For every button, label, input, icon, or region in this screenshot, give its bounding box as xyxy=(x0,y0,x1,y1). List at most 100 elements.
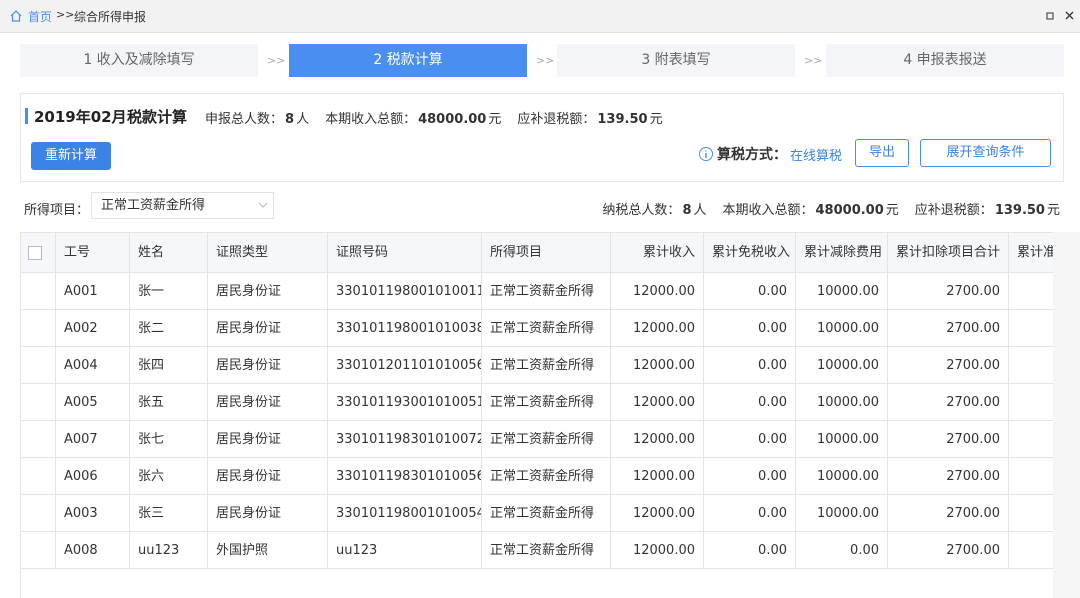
table-cell: 0.00 xyxy=(704,273,796,310)
table-cell xyxy=(1009,532,1053,569)
table-cell: 0.00 xyxy=(704,495,796,532)
table-cell: 10000.00 xyxy=(796,273,888,310)
table-cell: 12000.00 xyxy=(611,495,704,532)
table-cell: 张四 xyxy=(130,347,208,384)
table-cell: 12000.00 xyxy=(611,273,704,310)
header-cell: 工号 xyxy=(56,233,130,273)
table-cell: 张一 xyxy=(130,273,208,310)
stat-unit: 元 xyxy=(885,203,899,218)
row-cell xyxy=(21,495,56,532)
table-cell: 330101198301010072 xyxy=(328,421,482,458)
stat-value: 8 xyxy=(285,112,295,127)
table-cell: 12000.00 xyxy=(611,384,704,421)
table-cell: 10000.00 xyxy=(796,421,888,458)
table-cell: 正常工资薪金所得 xyxy=(482,347,611,384)
table-cell: 2700.00 xyxy=(888,458,1009,495)
row-cell xyxy=(21,421,56,458)
stat-label: 应补退税额： xyxy=(517,112,596,127)
title-bar xyxy=(25,108,28,124)
expand-button[interactable]: 展开查询条件 xyxy=(920,139,1051,167)
method-value[interactable]: 在线算税 xyxy=(790,149,843,164)
stat-unit: 元 xyxy=(488,112,502,127)
checkbox[interactable] xyxy=(28,246,42,260)
header-cell: 证照号码 xyxy=(328,233,482,273)
breadcrumb-home[interactable]: 首页 xyxy=(28,10,53,24)
table-cell: 张六 xyxy=(130,458,208,495)
header-cell: 累计免税收入 xyxy=(704,233,796,273)
table-cell: 2700.00 xyxy=(888,421,1009,458)
table-cell: 2700.00 xyxy=(888,347,1009,384)
table-cell: 正常工资薪金所得 xyxy=(482,384,611,421)
step-separator: >> xyxy=(267,54,286,67)
table-cell: 正常工资薪金所得 xyxy=(482,495,611,532)
stat-label: 本期收入总额： xyxy=(325,112,417,127)
table-cell: 2700.00 xyxy=(888,273,1009,310)
table-cell: 正常工资薪金所得 xyxy=(482,273,611,310)
stat-label: 纳税总人数： xyxy=(602,203,681,218)
stat-label: 本期收入总额： xyxy=(722,203,814,218)
summary-period: 2019年02月 xyxy=(34,108,127,126)
stat-value: 48000.00 xyxy=(418,112,487,127)
step-separator: >> xyxy=(536,54,555,67)
table-cell: 330101201101010056 xyxy=(328,347,482,384)
filter-select[interactable]: 正常工资薪金所得 xyxy=(91,192,274,219)
header-cell: 累计扣除项目合计 xyxy=(888,233,1009,273)
table-cell: 张五 xyxy=(130,384,208,421)
stat-value: 139.50 xyxy=(994,203,1045,218)
header-cell: 姓名 xyxy=(130,233,208,273)
export-button[interactable]: 导出 xyxy=(855,139,909,167)
step[interactable]: 4 申报表报送 xyxy=(826,44,1064,77)
home-icon xyxy=(10,10,22,22)
table-cell xyxy=(1009,495,1053,532)
table-cell xyxy=(1009,458,1053,495)
table-cell: 0.00 xyxy=(704,532,796,569)
step[interactable]: 2 税款计算 xyxy=(289,44,527,77)
step[interactable]: 3 附表填写 xyxy=(557,44,795,77)
filter-label: 所得项目： xyxy=(24,203,90,218)
table-cell: 12000.00 xyxy=(611,458,704,495)
table-cell: 12000.00 xyxy=(611,421,704,458)
table-cell: 居民身份证 xyxy=(208,421,328,458)
table-cell: 张七 xyxy=(130,421,208,458)
table-cell: A004 xyxy=(56,347,130,384)
stat-unit: 元 xyxy=(1046,203,1060,218)
top-bar xyxy=(0,0,1080,33)
table-cell: 居民身份证 xyxy=(208,347,328,384)
table-cell: 10000.00 xyxy=(796,495,888,532)
table-cell: 居民身份证 xyxy=(208,384,328,421)
table-cell: A002 xyxy=(56,310,130,347)
table-cell: A006 xyxy=(56,458,130,495)
breadcrumb-separator: >> xyxy=(56,8,75,21)
stat-label: 应补退税额： xyxy=(914,203,993,218)
step[interactable]: 1 收入及减除填写 xyxy=(20,44,258,77)
table-cell: 正常工资薪金所得 xyxy=(482,532,611,569)
summary-stats: 申报总人数： 8 人本期收入总额： 48000.00 元应补退税额： 139.50 元 xyxy=(205,108,663,127)
table-cell: 12000.00 xyxy=(611,532,704,569)
table-cell: 12000.00 xyxy=(611,310,704,347)
table-cell: uu123 xyxy=(328,532,482,569)
row-cell xyxy=(21,273,56,310)
table-cell: 正常工资薪金所得 xyxy=(482,310,611,347)
table-cell: 330101198301010056 xyxy=(328,458,482,495)
summary-panel xyxy=(20,93,1064,182)
window-controls[interactable] xyxy=(1046,11,1076,21)
table-cell: 居民身份证 xyxy=(208,495,328,532)
row-cell xyxy=(21,384,56,421)
stat-unit: 元 xyxy=(649,112,663,127)
table-cell: 张二 xyxy=(130,310,208,347)
table-cell xyxy=(1009,347,1053,384)
table-cell: 10000.00 xyxy=(796,458,888,495)
info-icon xyxy=(699,147,713,161)
table-cell: 12000.00 xyxy=(611,347,704,384)
header-cell: 证照类型 xyxy=(208,233,328,273)
table-cell: 正常工资薪金所得 xyxy=(482,458,611,495)
table-cell: 居民身份证 xyxy=(208,458,328,495)
table-cell: 外国护照 xyxy=(208,532,328,569)
summary-title: 税款计算 xyxy=(127,108,188,126)
scrollbar xyxy=(1053,232,1080,598)
recalc-button[interactable]: 重新计算 xyxy=(31,142,111,170)
select-arrow xyxy=(258,202,268,208)
table-cell: A005 xyxy=(56,384,130,421)
table-cell: 330101198001010011 xyxy=(328,273,482,310)
